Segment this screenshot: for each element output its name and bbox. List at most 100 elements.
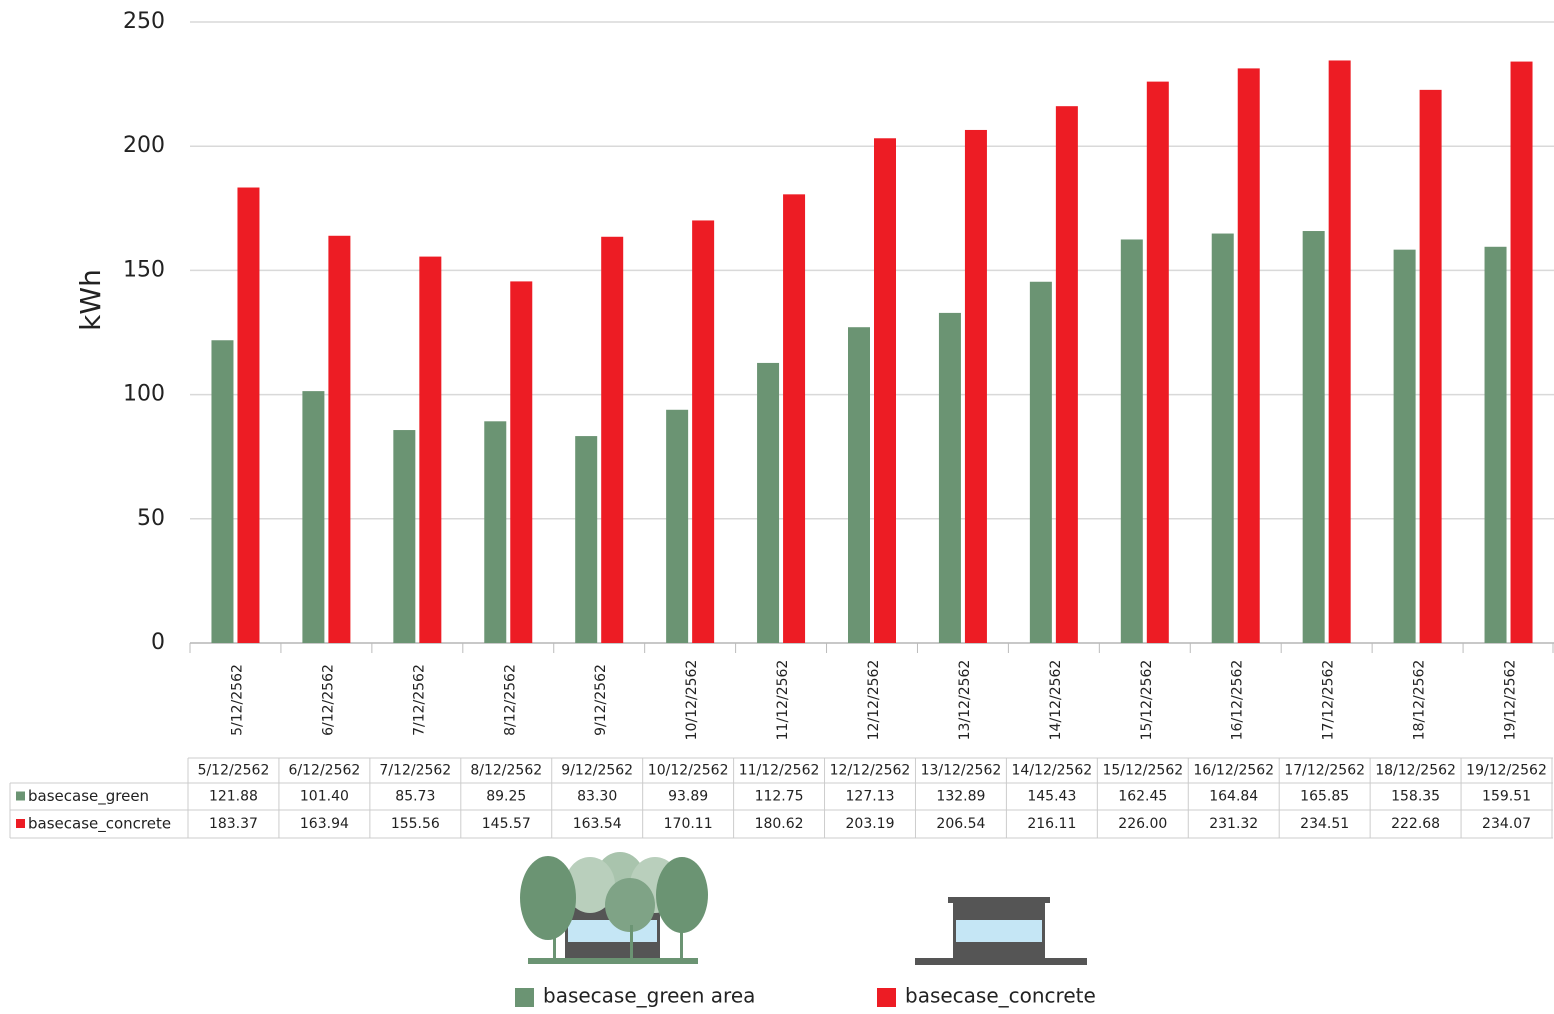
bar xyxy=(1146,81,1169,644)
table-header: 8/12/2562 xyxy=(470,763,542,779)
y-tick-label: 250 xyxy=(123,9,165,34)
table-header: 17/12/2562 xyxy=(1284,763,1365,779)
bar xyxy=(1302,231,1325,643)
table-cell: 222.68 xyxy=(1391,816,1440,832)
bar xyxy=(1510,61,1533,643)
table-legend-key xyxy=(16,819,25,828)
x-tick-label: 8/12/2562 xyxy=(502,664,518,736)
table-header: 14/12/2562 xyxy=(1012,763,1093,779)
bar xyxy=(1328,60,1351,643)
table-cell: 159.51 xyxy=(1482,789,1531,805)
table-cell: 163.54 xyxy=(573,816,622,832)
bar xyxy=(1120,239,1143,644)
x-tick-label: 11/12/2562 xyxy=(775,660,791,741)
x-tick-label: 9/12/2562 xyxy=(593,664,609,736)
table-cell: 93.89 xyxy=(668,789,708,805)
table-header: 9/12/2562 xyxy=(561,763,633,779)
y-tick-label: 200 xyxy=(123,133,165,158)
table-cell: 101.40 xyxy=(300,789,349,805)
table-cell: 89.25 xyxy=(486,789,526,805)
bar xyxy=(1419,89,1442,644)
y-tick-label: 150 xyxy=(123,257,165,282)
bar xyxy=(1055,106,1078,644)
table-cell: 155.56 xyxy=(391,816,440,832)
x-tick-label: 12/12/2562 xyxy=(866,660,882,741)
bar xyxy=(1484,246,1507,643)
table-cell: 234.07 xyxy=(1482,816,1531,832)
bar xyxy=(848,327,870,643)
bar xyxy=(1237,68,1260,643)
bar xyxy=(874,138,896,643)
table-cell: 145.43 xyxy=(1027,789,1076,805)
bar xyxy=(666,409,689,643)
table-header: 10/12/2562 xyxy=(648,763,729,779)
x-tick-label: 17/12/2562 xyxy=(1321,660,1337,741)
bar xyxy=(757,362,780,643)
bar xyxy=(237,187,260,644)
table-cell: 180.62 xyxy=(755,816,804,832)
table-cell: 162.45 xyxy=(1118,789,1167,805)
table-legend-key xyxy=(16,791,25,801)
bar xyxy=(783,194,806,644)
table-cell: 170.11 xyxy=(664,816,713,832)
bar xyxy=(692,220,715,643)
x-tick-label: 15/12/2562 xyxy=(1139,660,1155,741)
table-header: 16/12/2562 xyxy=(1193,763,1274,779)
table-row-label: basecase_green xyxy=(28,787,149,806)
legend-label: basecase_concrete xyxy=(905,984,1096,1008)
table-cell: 203.19 xyxy=(846,816,895,832)
green-building-icon xyxy=(520,852,708,964)
table-header: 11/12/2562 xyxy=(739,763,820,779)
table-header: 19/12/2562 xyxy=(1466,763,1547,779)
bar xyxy=(964,129,987,643)
y-tick-label: 0 xyxy=(151,630,165,655)
legend-label: basecase_green area xyxy=(543,984,755,1008)
table-cell: 132.89 xyxy=(936,789,985,805)
table-cell: 165.85 xyxy=(1300,789,1349,805)
y-axis-label: kWh xyxy=(74,269,107,331)
table-row-label: basecase_concrete xyxy=(28,815,171,834)
table-cell: 145.57 xyxy=(482,816,531,832)
y-tick-label: 100 xyxy=(123,382,165,407)
table-cell: 206.54 xyxy=(936,816,985,832)
table-cell: 121.88 xyxy=(209,789,258,805)
bar xyxy=(510,281,533,643)
table-cell: 158.35 xyxy=(1391,789,1440,805)
bar xyxy=(1393,249,1416,643)
bar xyxy=(938,312,961,643)
bar xyxy=(302,391,325,643)
x-tick-label: 19/12/2562 xyxy=(1503,660,1519,741)
table-cell: 112.75 xyxy=(755,789,804,805)
x-tick-label: 16/12/2562 xyxy=(1230,660,1246,741)
bar xyxy=(601,236,624,643)
table-cell: 83.30 xyxy=(577,789,617,805)
concrete-building-icon xyxy=(915,897,1087,965)
x-tick-label: 5/12/2562 xyxy=(229,664,245,736)
table-header: 13/12/2562 xyxy=(921,763,1002,779)
table-cell: 127.13 xyxy=(846,789,895,805)
table-header: 12/12/2562 xyxy=(830,763,911,779)
table-cell: 216.11 xyxy=(1027,816,1076,832)
table-header: 5/12/2562 xyxy=(198,763,270,779)
bar xyxy=(211,340,234,643)
table-header: 18/12/2562 xyxy=(1375,763,1456,779)
table-cell: 163.94 xyxy=(300,816,349,832)
bar xyxy=(1211,233,1234,643)
table-cell: 231.32 xyxy=(1209,816,1258,832)
x-tick-label: 7/12/2562 xyxy=(411,664,427,736)
table-header: 6/12/2562 xyxy=(289,763,361,779)
x-tick-label: 10/12/2562 xyxy=(684,660,700,741)
bar xyxy=(484,421,507,643)
legend-key xyxy=(515,988,534,1007)
x-tick-label: 6/12/2562 xyxy=(320,664,336,736)
table-cell: 164.84 xyxy=(1209,789,1258,805)
bar xyxy=(1029,281,1052,643)
bar xyxy=(575,436,598,643)
y-tick-label: 50 xyxy=(137,506,165,531)
table-header: 7/12/2562 xyxy=(379,763,451,779)
table-header: 15/12/2562 xyxy=(1102,763,1183,779)
table-cell: 234.51 xyxy=(1300,816,1349,832)
x-tick-label: 14/12/2562 xyxy=(1048,660,1064,741)
